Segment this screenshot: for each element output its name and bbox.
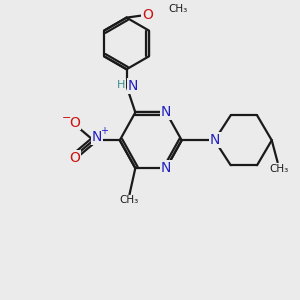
Text: +: +: [100, 127, 109, 136]
Text: N: N: [128, 79, 138, 93]
Text: O: O: [142, 8, 153, 22]
Text: CH₃: CH₃: [269, 164, 289, 174]
Text: N: N: [161, 161, 171, 175]
Text: −: −: [61, 113, 71, 123]
Text: N: N: [209, 133, 220, 147]
Text: CH₃: CH₃: [120, 195, 139, 206]
Text: N: N: [92, 130, 102, 144]
Text: H: H: [117, 80, 125, 90]
Text: N: N: [161, 105, 171, 119]
Text: O: O: [69, 116, 80, 130]
Text: CH₃: CH₃: [169, 4, 188, 14]
Text: O: O: [69, 151, 80, 165]
